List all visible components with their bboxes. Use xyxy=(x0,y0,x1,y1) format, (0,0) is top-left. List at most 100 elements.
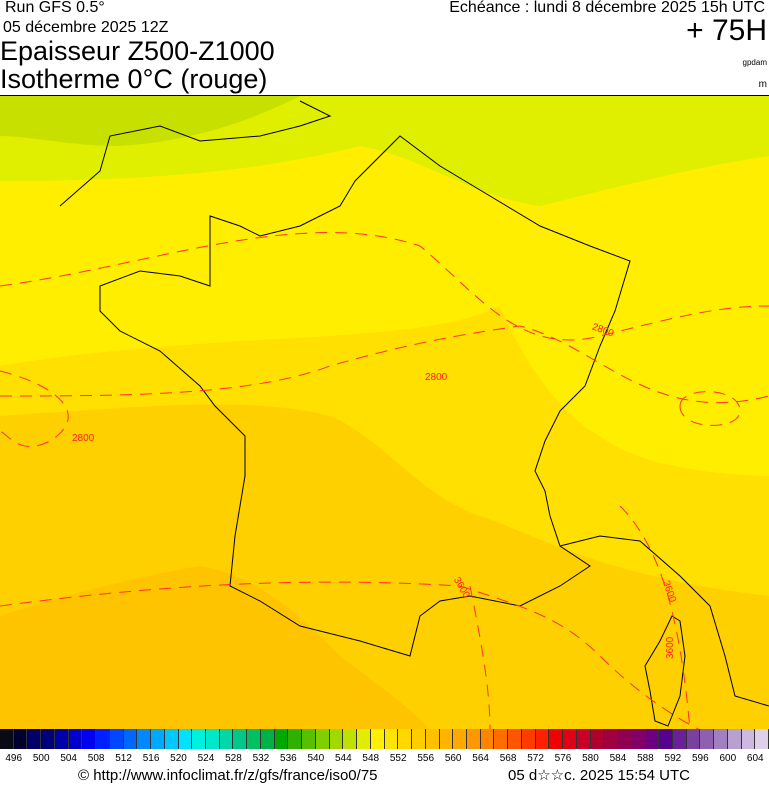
france-outline xyxy=(99,135,631,657)
isotherm-2800-line xyxy=(0,325,769,404)
color-scale-cell xyxy=(549,729,564,749)
copyright-link[interactable]: © http://www.infoclimat.fr/z/gfs/france/… xyxy=(78,767,378,784)
color-scale-cell xyxy=(260,729,275,749)
color-scale-tick: 560 xyxy=(444,753,462,764)
color-scale-cell xyxy=(247,729,261,749)
color-scale-cell xyxy=(659,729,673,749)
band-dark-green xyxy=(0,96,300,146)
color-scale-tick: 496 xyxy=(5,753,23,764)
color-scale-cell xyxy=(54,729,69,749)
color-scale-cell xyxy=(41,729,55,749)
isotherm-2800-line xyxy=(0,370,69,447)
alps-coast xyxy=(559,535,769,707)
color-scale-cell xyxy=(398,729,413,749)
color-scale-tick: 548 xyxy=(362,753,380,764)
color-scale-tick: 528 xyxy=(225,753,242,764)
color-scale-tick: 552 xyxy=(389,753,407,764)
color-scale-cell xyxy=(412,729,426,749)
color-scale-cell xyxy=(425,729,440,749)
color-scale-tick: 572 xyxy=(527,753,544,764)
color-scale-tick: 556 xyxy=(417,753,435,764)
color-scale-cell xyxy=(700,729,715,749)
thickness-map: 2800 2800 2800 3600 3600 3600 xyxy=(0,95,769,730)
color-scale-tick: 580 xyxy=(582,753,599,764)
band-orange xyxy=(0,566,430,730)
uk-coast xyxy=(59,100,332,207)
color-scale-cell xyxy=(563,729,577,749)
color-scale-cell xyxy=(357,729,371,749)
corsica-outline xyxy=(644,615,686,727)
color-scale-tick: 532 xyxy=(252,753,270,764)
color-scale-tick: 536 xyxy=(280,753,297,764)
model-run: Run GFS 0.5° xyxy=(5,0,105,16)
color-scale-tick: 600 xyxy=(719,753,737,764)
color-scale-tick: 588 xyxy=(637,753,654,764)
color-scale-cell xyxy=(315,729,330,749)
color-scale-cell xyxy=(631,729,646,749)
color-scale-cell xyxy=(192,729,207,749)
color-scale-cell xyxy=(466,729,481,749)
color-scale-tick: 604 xyxy=(746,753,764,764)
color-scale-cell xyxy=(233,729,248,749)
color-scale-tick: 512 xyxy=(115,753,132,764)
color-scale-tick: 564 xyxy=(472,753,489,764)
isotherm-center-line xyxy=(679,391,741,426)
color-scale-cell xyxy=(576,729,591,749)
color-scale-tick: 544 xyxy=(334,753,352,764)
isotherm-3600-line xyxy=(0,581,701,730)
color-scale-cell xyxy=(0,729,14,749)
color-scale-tick: 508 xyxy=(87,753,105,764)
color-scale-cell xyxy=(590,729,605,749)
color-scale-cell xyxy=(274,729,289,749)
color-scale-cell xyxy=(68,729,83,749)
color-scale-cell xyxy=(109,729,124,749)
color-scale-cell xyxy=(494,729,509,749)
color-scale-cell xyxy=(288,729,303,749)
color-scale-tick: 576 xyxy=(554,753,572,764)
unit-isotherm: m xyxy=(758,79,767,90)
color-scale-tick: 592 xyxy=(664,753,682,764)
color-scale-tick: 516 xyxy=(142,753,160,764)
color-scale xyxy=(0,729,769,749)
color-scale-cell xyxy=(686,729,701,749)
color-scale-cell xyxy=(645,729,660,749)
isotherm-lines xyxy=(0,232,769,730)
color-scale-cell xyxy=(672,729,687,749)
color-scale-cell xyxy=(178,729,193,749)
color-scale-cell xyxy=(329,729,344,749)
color-scale-cell xyxy=(727,729,742,749)
map-subtitle: Isotherme 0°C (rouge) xyxy=(0,64,268,94)
color-scale-cell xyxy=(206,729,220,749)
color-scale-cell xyxy=(508,729,522,749)
color-scale-cell xyxy=(343,729,358,749)
color-scale-tick: 520 xyxy=(170,753,187,764)
color-scale-cell xyxy=(384,729,399,749)
color-scale-tick: 500 xyxy=(32,753,50,764)
color-scale-cell xyxy=(453,729,467,749)
map-title: Epaisseur Z500-Z1000 xyxy=(0,36,275,66)
color-scale-cell xyxy=(96,729,110,749)
color-scale-cell xyxy=(535,729,550,749)
isotherm-label: 2800 xyxy=(425,372,448,383)
color-scale-cell xyxy=(755,729,769,749)
color-scale-cell xyxy=(480,729,495,749)
color-scale-tick: 596 xyxy=(691,753,709,764)
color-scale-cell xyxy=(219,729,234,749)
generated-time: 05 d☆☆c. 2025 15:54 UTC xyxy=(508,767,690,784)
color-scale-cell xyxy=(370,729,385,749)
color-scale-cell xyxy=(137,729,152,749)
isotherm-3600-line xyxy=(469,585,491,730)
color-scale-cell xyxy=(13,729,28,749)
color-scale-tick: 540 xyxy=(307,753,325,764)
isotherm-label: 2800 xyxy=(72,433,95,444)
run-date: 05 décembre 2025 12Z xyxy=(3,19,169,36)
color-scale-cell xyxy=(82,729,97,749)
color-scale-ticks: 496 500 504 508 512 516 520 524 528 532 536 540 544 5… xyxy=(0,753,769,765)
color-scale-tick: 568 xyxy=(499,753,517,764)
unit-thickness: gpdam xyxy=(742,58,767,67)
color-scale-cell xyxy=(714,729,728,749)
lead-time: + 75H xyxy=(686,14,767,47)
isotherm-label: 3600 xyxy=(665,636,676,659)
color-scale-cell xyxy=(521,729,536,749)
